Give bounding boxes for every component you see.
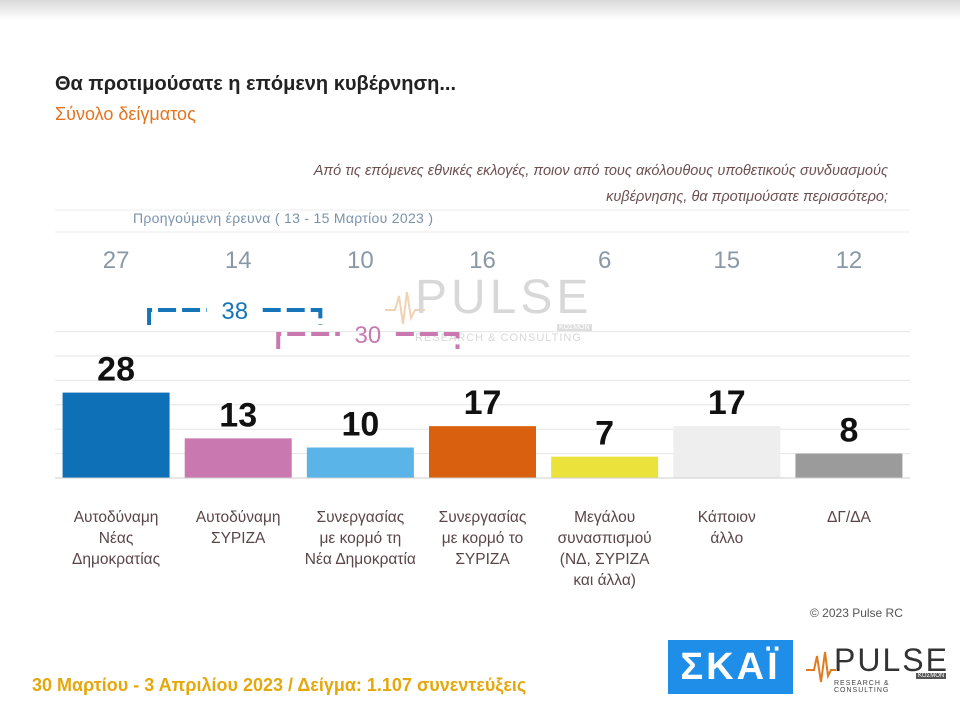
bracket-right (395, 332, 460, 349)
bar (429, 426, 536, 478)
pulse-wave-icon (806, 651, 836, 683)
copyright-text: © 2023 Pulse RC (810, 606, 903, 620)
top-shadow-bar (0, 0, 960, 20)
bar-value-label: 10 (341, 406, 379, 444)
bar-value-label: 13 (219, 396, 257, 434)
previous-value-label: 14 (225, 247, 252, 274)
survey-question-line2: κυβέρνησης, θα προτιμούσατε περισσότερο; (606, 189, 888, 205)
bar (62, 392, 170, 478)
category-label: Αυτοδύναμη (74, 509, 159, 526)
previous-value-label: 12 (836, 247, 863, 274)
survey-question-line1: Από τις επόμενες εθνικές εκλογές, ποιον … (313, 163, 888, 179)
bar-value-label: 28 (97, 351, 135, 389)
category-label: Συνεργασίας (439, 509, 527, 526)
bar (306, 447, 414, 478)
previous-value-label: 16 (469, 247, 496, 274)
previous-value-label: 10 (347, 247, 374, 274)
bracket-right (262, 308, 323, 325)
category-label: ΔΓ/ΔΑ (827, 509, 872, 526)
category-label: Νέα Δημοκρατία (305, 551, 416, 568)
bar (673, 426, 781, 478)
pulse-logo-sub: ΚΟΣΜΟΝ (916, 673, 947, 679)
survey-question: Από τις επόμενες εθνικές εκλογές, ποιον … (200, 158, 888, 210)
skai-logo: ΣΚΑΪ (668, 640, 793, 694)
bracket-sum-label: 30 (355, 322, 382, 349)
category-label: με κορμό το (442, 530, 524, 547)
category-label: άλλο (710, 530, 743, 547)
bracket-left (276, 332, 340, 349)
chart-title: Θα προτιμούσατε η επόμενη κυβέρνηση... (55, 73, 457, 95)
pulse-logo-word: PULSE (834, 642, 949, 678)
category-label: ΣΥΡΙΖΑ (211, 530, 266, 547)
category-label: με κορμό τη (319, 530, 401, 547)
category-label: (ΝΔ, ΣΥΡΙΖΑ (560, 551, 650, 568)
previous-value-label: 15 (713, 247, 740, 274)
bar (184, 438, 292, 478)
pulse-wave-icon (385, 291, 425, 325)
category-label: ΣΥΡΙΖΑ (455, 551, 510, 568)
pulse-logo-tagline: RESEARCH & CONSULTING (834, 680, 890, 694)
fieldwork-info: 30 Μαρτίου - 3 Απριλίου 2023 / Δείγμα: 1… (32, 675, 527, 695)
previous-survey-label: Προηγούμενη έρευνα ( 13 - 15 Μαρτίου 202… (133, 210, 434, 226)
bar-value-label: 7 (595, 415, 614, 453)
category-label: Νέας (99, 530, 134, 547)
watermark-word: PULSE (415, 271, 593, 324)
category-label: και άλλα) (573, 572, 636, 589)
previous-value-label: 27 (103, 247, 130, 274)
bar (551, 456, 659, 478)
bar-value-label: 17 (708, 384, 746, 422)
chart-subtitle: Σύνολο δείγματος (55, 104, 196, 124)
bracket-left (147, 308, 207, 325)
category-label: Αυτοδύναμη (196, 509, 281, 526)
bar (795, 453, 903, 478)
category-label: Κάποιον (698, 509, 756, 526)
category-label: Συνεργασίας (317, 509, 405, 526)
category-label: συνασπισμού (558, 530, 652, 547)
category-label: Δημοκρατίας (72, 551, 160, 568)
bracket-sum-label: 38 (221, 298, 248, 325)
category-label: Μεγάλου (574, 509, 635, 526)
previous-value-label: 6 (598, 247, 611, 274)
bar-value-label: 8 (839, 412, 858, 450)
pulse-watermark: PULSE ΚΟΣΜΟΝ RESEARCH & CONSULTING (385, 270, 605, 355)
pulse-logo: PULSE ΚΟΣΜΟΝ RESEARCH & CONSULTING (806, 640, 949, 694)
bar-value-label: 17 (464, 384, 502, 422)
watermark-sub: ΚΟΣΜΟΝ (557, 324, 592, 331)
